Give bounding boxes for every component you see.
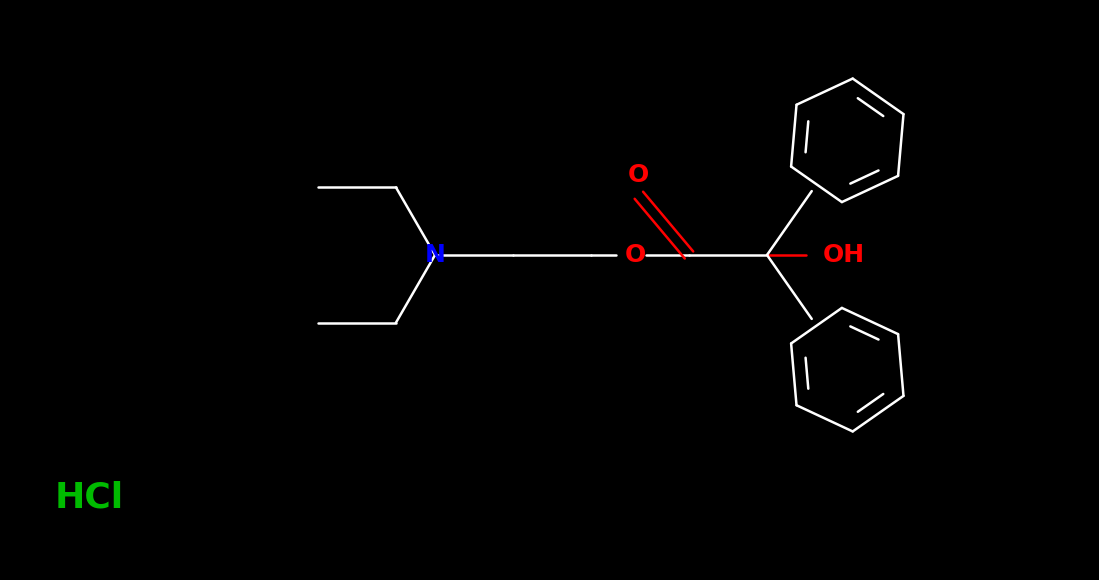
Text: O: O bbox=[624, 243, 645, 267]
Text: HCl: HCl bbox=[55, 481, 124, 515]
Text: OH: OH bbox=[823, 243, 865, 267]
Text: O: O bbox=[629, 163, 650, 187]
Text: N: N bbox=[424, 243, 445, 267]
